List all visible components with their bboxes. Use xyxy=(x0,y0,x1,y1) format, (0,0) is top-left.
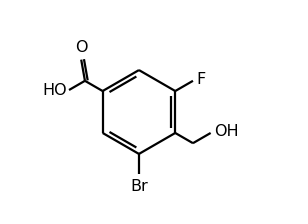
Text: O: O xyxy=(75,40,87,55)
Text: OH: OH xyxy=(214,124,239,139)
Text: HO: HO xyxy=(43,82,67,97)
Text: F: F xyxy=(197,72,206,87)
Text: Br: Br xyxy=(130,179,148,194)
